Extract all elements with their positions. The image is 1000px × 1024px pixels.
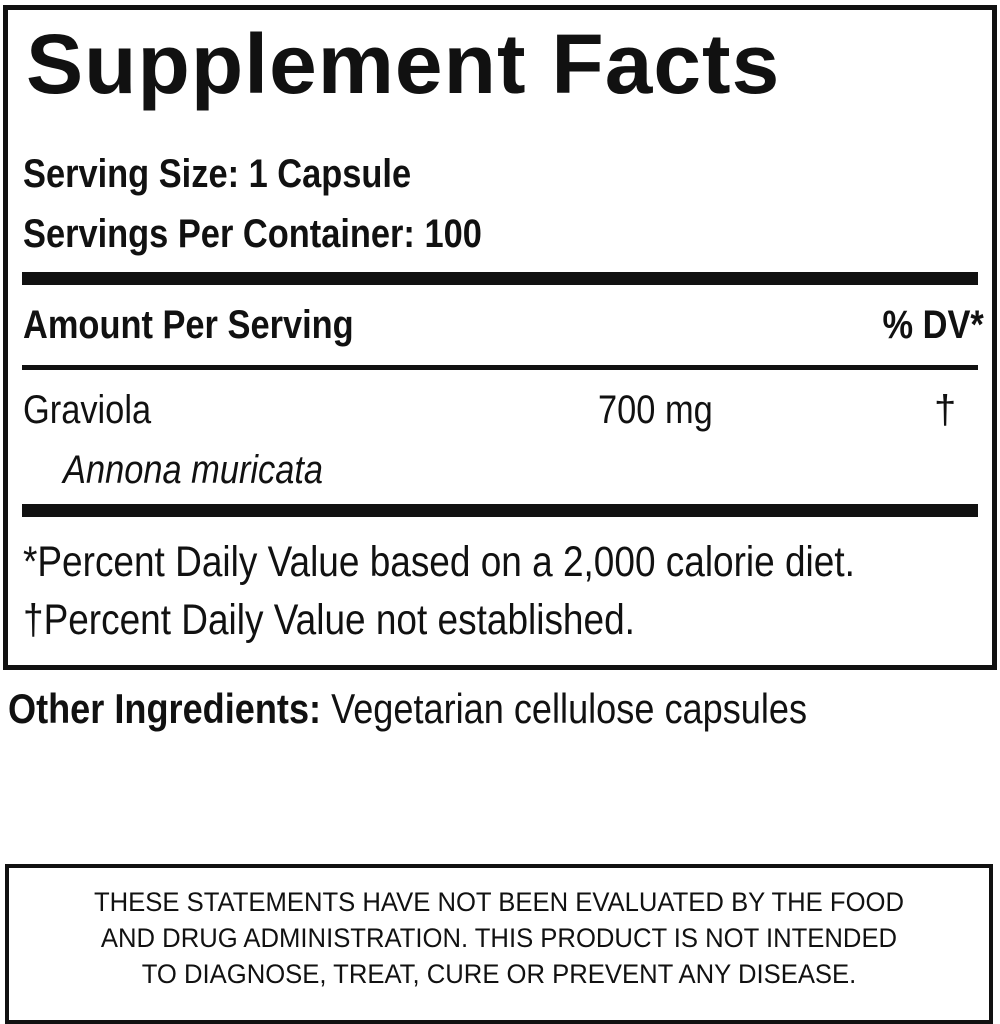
thick-divider — [22, 272, 978, 285]
footnote-dagger: †Percent Daily Value not established. — [23, 596, 635, 644]
servings-per-container: Servings Per Container: 100 — [23, 212, 482, 256]
panel-title: Supplement Facts — [26, 17, 781, 111]
other-ingredients: Other Ingredients: Vegetarian cellulose … — [8, 685, 807, 733]
fda-disclaimer: THESE STATEMENTS HAVE NOT BEEN EVALUATED… — [5, 864, 993, 1024]
footnote-dv: *Percent Daily Value based on a 2,000 ca… — [23, 538, 855, 586]
supplement-facts-panel: Supplement Facts Serving Size: 1 Capsule… — [3, 5, 997, 670]
amount-per-serving-header: Amount Per Serving — [23, 303, 354, 347]
ingredient-dv: † — [934, 388, 957, 432]
disclaimer-line: TO DIAGNOSE, TREAT, CURE OR PREVENT ANY … — [141, 959, 857, 989]
serving-size: Serving Size: 1 Capsule — [23, 152, 412, 196]
ingredient-latin-name: Annona muricata — [63, 448, 324, 492]
other-ingredients-value: Vegetarian cellulose capsules — [331, 685, 808, 732]
divider — [22, 365, 978, 370]
ingredient-amount: 700 mg — [598, 388, 713, 432]
disclaimer-line: THESE STATEMENTS HAVE NOT BEEN EVALUATED… — [93, 887, 905, 917]
dv-header: % DV* — [882, 303, 984, 347]
ingredient-name: Graviola — [23, 388, 152, 432]
disclaimer-line: AND DRUG ADMINISTRATION. THIS PRODUCT IS… — [100, 923, 898, 953]
thick-divider — [22, 504, 978, 517]
other-ingredients-label: Other Ingredients: — [8, 685, 322, 732]
